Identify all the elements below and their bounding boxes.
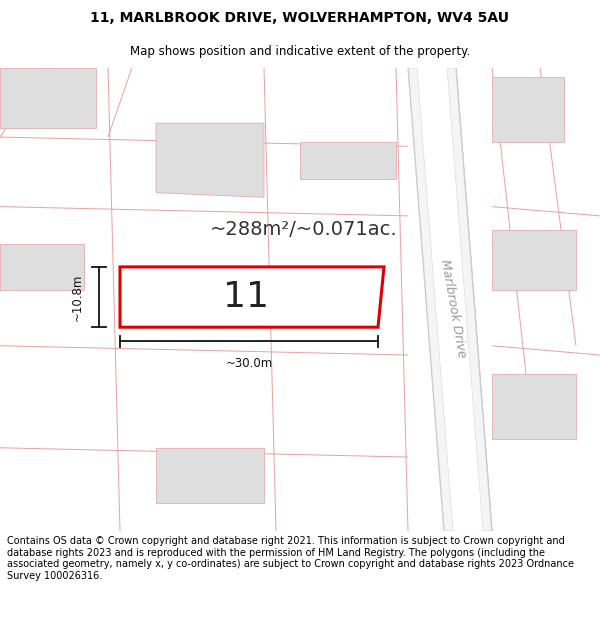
Polygon shape xyxy=(492,374,576,439)
Polygon shape xyxy=(417,68,483,531)
Polygon shape xyxy=(0,244,84,290)
Polygon shape xyxy=(156,123,264,198)
Text: 11: 11 xyxy=(223,280,269,314)
Text: ~288m²/~0.071ac.: ~288m²/~0.071ac. xyxy=(210,220,398,239)
Polygon shape xyxy=(300,142,396,179)
Polygon shape xyxy=(492,77,564,142)
Text: ~10.8m: ~10.8m xyxy=(71,273,84,321)
Text: 11, MARLBROOK DRIVE, WOLVERHAMPTON, WV4 5AU: 11, MARLBROOK DRIVE, WOLVERHAMPTON, WV4 … xyxy=(91,11,509,26)
Polygon shape xyxy=(492,230,576,290)
Text: Contains OS data © Crown copyright and database right 2021. This information is : Contains OS data © Crown copyright and d… xyxy=(7,536,574,581)
Polygon shape xyxy=(120,267,384,328)
Polygon shape xyxy=(156,448,264,503)
Polygon shape xyxy=(0,68,96,128)
Text: Map shows position and indicative extent of the property.: Map shows position and indicative extent… xyxy=(130,45,470,58)
Text: Marlbrook Drive: Marlbrook Drive xyxy=(438,258,468,359)
Polygon shape xyxy=(408,68,492,531)
Text: ~30.0m: ~30.0m xyxy=(226,357,272,371)
